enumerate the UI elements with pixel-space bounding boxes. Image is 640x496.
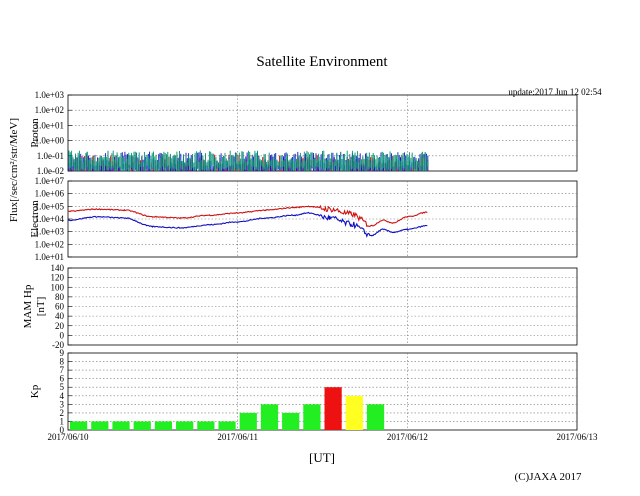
copyright: (C)JAXA 2017 <box>515 471 582 483</box>
electron-y-tick-label: 1.0e+02 <box>35 239 64 249</box>
proton-y-tick-label: 1.0e-01 <box>37 151 64 161</box>
proton-y-tick-label: 1.0e+02 <box>35 105 64 115</box>
mam-hp-y-tick-label: -20 <box>52 340 64 350</box>
mam-hp-y-tick-label: 100 <box>51 282 65 292</box>
x-tick-label: 2017/06/12 <box>387 432 428 442</box>
proton-y-tick-label: 1.0e+01 <box>35 120 64 130</box>
mam-hp-y-axis-label: MAM Hp <box>22 284 34 328</box>
kp-y-tick-label: 3 <box>60 399 65 409</box>
kp-bar <box>260 404 279 430</box>
kp-bar <box>176 421 194 430</box>
x-tick-label: 2017/06/11 <box>217 432 258 442</box>
kp-y-axis-label: Kp <box>29 384 41 398</box>
electron-y-tick-label: 1.0e+01 <box>35 252 64 262</box>
mam-hp-y-tick-label: 140 <box>51 263 65 273</box>
kp-bar <box>112 421 130 430</box>
kp-bar <box>218 421 236 430</box>
kp-y-tick-label: 4 <box>60 391 65 401</box>
x-tick-label: 2017/06/10 <box>47 432 89 442</box>
mam-hp-y-tick-label: 0 <box>60 330 65 340</box>
kp-y-tick-label: 7 <box>60 365 65 375</box>
kp-y-tick-label: 8 <box>60 357 65 367</box>
electron-y-tick-label: 1.0e+04 <box>35 214 65 224</box>
kp-y-tick-label: 6 <box>60 374 65 384</box>
electron-y-tick-label: 1.0e+07 <box>35 176 65 186</box>
kp-bar <box>70 421 88 430</box>
electron-y-tick-label: 1.0e+05 <box>35 201 65 211</box>
mam-hp-plot-frame <box>67 267 578 346</box>
mam-hp-y-tick-label: 40 <box>55 311 65 321</box>
chart-title: Satellite Environment <box>256 54 388 70</box>
kp-y-tick-label: 2 <box>60 408 65 418</box>
x-tick-label: 2017/06/13 <box>556 432 598 442</box>
kp-plot-frame <box>67 352 578 431</box>
mam-hp-y-tick-label: 60 <box>55 302 65 312</box>
kp-bar <box>303 404 321 430</box>
proton-series-proton_green <box>68 150 429 171</box>
mam-hp-y-tick-label: 80 <box>55 292 65 302</box>
mam-hp-y-tick-label: 20 <box>55 321 65 331</box>
electron-y-axis-label: Electron <box>29 200 41 238</box>
kp-bar <box>324 387 342 430</box>
electron-plot-frame <box>67 180 578 258</box>
flux-axis-label: Flux[/sec/cm²/str/MeV] <box>8 118 20 222</box>
kp-bar <box>345 395 363 430</box>
kp-y-tick-label: 1 <box>60 416 65 426</box>
kp-bar <box>197 421 215 430</box>
proton-y-tick-label: 1.0e+03 <box>35 90 65 100</box>
mam-hp-y-axis-unit-label: [nT] <box>35 297 47 317</box>
electron-series-electron_red <box>67 204 428 228</box>
proton-y-tick-label: 1.0e+00 <box>35 136 65 146</box>
proton-y-axis-label: Proton <box>29 118 41 148</box>
kp-y-tick-label: 0 <box>60 425 65 435</box>
kp-bar <box>366 404 385 430</box>
chart-panels: 1.0e-02 1.0e-01 1.0e+00 1.0e+01 1.0e+02 1.0e+… <box>22 90 598 442</box>
kp-y-tick-label: 5 <box>60 382 65 392</box>
mam-hp-y-tick-label: 120 <box>51 273 65 283</box>
electron-y-tick-label: 1.0e+03 <box>35 227 65 237</box>
kp-bar <box>282 412 300 430</box>
electron-y-tick-label: 1.0e+06 <box>35 189 65 199</box>
update-timestamp: update:2017 Jun 12 02:54 <box>508 87 602 97</box>
electron-series-electron_blue <box>67 211 428 238</box>
kp-y-tick-label: 9 <box>60 348 65 358</box>
kp-bar <box>154 421 173 430</box>
kp-bar <box>133 421 151 430</box>
kp-bar <box>239 412 257 430</box>
x-axis-label: [UT] <box>309 450 335 465</box>
proton-y-tick-label: 1.0e-02 <box>37 166 64 176</box>
kp-bar <box>91 421 109 430</box>
